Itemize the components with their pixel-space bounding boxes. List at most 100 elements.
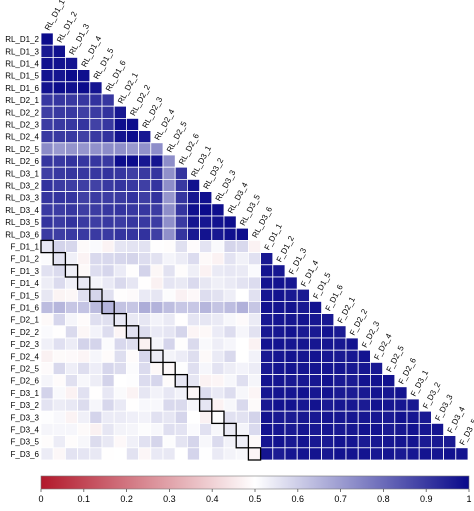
heatmap-cell: [65, 300, 79, 314]
heatmap-cell: [247, 435, 261, 449]
heatmap-cell: [260, 288, 274, 302]
heatmap-cell: [357, 386, 371, 400]
heatmap-cell: [150, 410, 164, 424]
heatmap-cell: [211, 361, 225, 375]
heatmap-cell: [113, 337, 127, 351]
heatmap-cell: [186, 239, 200, 253]
heatmap-cell: [382, 398, 396, 412]
heatmap-cell: [162, 154, 176, 168]
heatmap-cell: [52, 337, 66, 351]
heatmap-cell: [223, 300, 237, 314]
heatmap-cell: [321, 325, 335, 339]
heatmap-cell: [52, 398, 66, 412]
heatmap-cell: [126, 215, 140, 229]
heatmap-cell: [308, 398, 322, 412]
heatmap-cell: [126, 300, 140, 314]
heatmap-cell: [272, 361, 286, 375]
heatmap-cell: [89, 105, 103, 119]
heatmap-cell: [126, 166, 140, 180]
heatmap-cell: [150, 288, 164, 302]
heatmap-cell: [101, 349, 115, 363]
heatmap-cell: [65, 325, 79, 339]
heatmap-cell: [65, 398, 79, 412]
heatmap-cell: [101, 239, 115, 253]
heatmap-cell: [101, 264, 115, 278]
heatmap-cell: [126, 288, 140, 302]
heatmap-cell: [65, 386, 79, 400]
heatmap-cell: [40, 252, 54, 266]
heatmap-cell: [260, 374, 274, 388]
heatmap-cell: [272, 398, 286, 412]
heatmap-cell: [321, 398, 335, 412]
heatmap-cell: [101, 142, 115, 156]
heatmap-cell: [284, 410, 298, 424]
heatmap-cell: [162, 178, 176, 192]
heatmap-cell: [138, 276, 152, 290]
heatmap-cell: [211, 300, 225, 314]
row-label: F_D2_2: [11, 328, 40, 337]
heatmap-cell: [235, 264, 249, 278]
heatmap-cell: [89, 154, 103, 168]
heatmap-cell: [126, 239, 140, 253]
heatmap-cell: [150, 349, 164, 363]
heatmap-cell: [345, 337, 359, 351]
highlight-cell: [101, 300, 115, 315]
heatmap-cell: [162, 300, 176, 314]
heatmap-cell: [101, 410, 115, 424]
heatmap-cell: [345, 386, 359, 400]
heatmap-cell: [321, 313, 335, 327]
heatmap-cell: [272, 422, 286, 436]
heatmap-cell: [260, 276, 274, 290]
heatmap-cell: [89, 422, 103, 436]
heatmap-cell: [52, 325, 66, 339]
heatmap-cell: [101, 252, 115, 266]
heatmap-cell: [284, 337, 298, 351]
heatmap-cell: [113, 313, 127, 327]
heatmap-cell: [150, 264, 164, 278]
heatmap-cell: [235, 276, 249, 290]
heatmap-cell: [296, 435, 310, 449]
heatmap-cell: [138, 154, 152, 168]
heatmap-cell: [150, 300, 164, 314]
heatmap-cell: [272, 410, 286, 424]
heatmap-cell: [52, 93, 66, 107]
heatmap-cell: [89, 386, 103, 400]
heatmap-cell: [89, 227, 103, 241]
heatmap-cell: [186, 300, 200, 314]
heatmap-cell: [199, 325, 213, 339]
heatmap-cell: [77, 130, 91, 144]
heatmap-cell: [223, 264, 237, 278]
heatmap-cell: [272, 313, 286, 327]
highlight-cell: [113, 312, 128, 327]
heatmap-cell: [223, 276, 237, 290]
heatmap-cell: [296, 410, 310, 424]
heatmap-cell: [199, 300, 213, 314]
heatmap-cell: [65, 410, 79, 424]
heatmap-cell: [199, 374, 213, 388]
heatmap-cell: [101, 398, 115, 412]
heatmap-cell: [333, 410, 347, 424]
heatmap-cell: [174, 252, 188, 266]
heatmap-cell: [369, 435, 383, 449]
heatmap-cell: [321, 422, 335, 436]
heatmap-cell: [223, 361, 237, 375]
heatmap-cell: [150, 422, 164, 436]
heatmap-cell: [77, 93, 91, 107]
heatmap-cell: [40, 325, 54, 339]
row-label: F_D3_6: [11, 450, 40, 459]
heatmap-cell: [247, 252, 261, 266]
heatmap-cell: [65, 276, 79, 290]
row-label: RL_D3_5: [5, 218, 39, 227]
heatmap-cell: [162, 252, 176, 266]
row-label: F_D2_3: [11, 340, 40, 349]
heatmap-cell: [65, 337, 79, 351]
heatmap-cell: [150, 386, 164, 400]
heatmap-cell: [52, 69, 66, 83]
heatmap-cell: [101, 178, 115, 192]
colorbar-tick-label: 0.3: [163, 494, 176, 504]
heatmap-cell: [101, 215, 115, 229]
heatmap-cell: [65, 142, 79, 156]
heatmap-cell: [40, 227, 54, 241]
heatmap-cell: [138, 374, 152, 388]
